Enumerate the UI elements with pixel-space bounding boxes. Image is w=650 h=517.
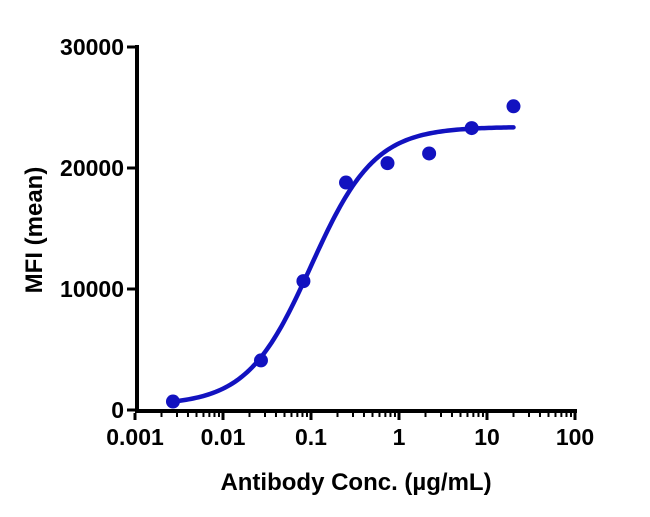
data-point — [464, 121, 479, 136]
data-point — [422, 146, 437, 161]
y-tick-label: 10000 — [60, 276, 124, 302]
x-tick-label: 10 — [474, 424, 500, 450]
x-tick-label: 1 — [393, 424, 406, 450]
ticks-group — [127, 45, 577, 420]
x-tick-label: 100 — [556, 424, 594, 450]
data-point — [253, 353, 268, 368]
data-point — [165, 394, 180, 409]
data-point — [506, 99, 521, 114]
data-point — [380, 156, 395, 171]
curve-group — [169, 125, 516, 404]
y-tick-label: 20000 — [60, 155, 124, 181]
data-point — [296, 274, 311, 289]
x-axis-title: Antibody Conc. (µg/mL) — [220, 469, 491, 496]
y-axis-title: MFI (mean) — [21, 167, 48, 294]
data-point — [339, 175, 354, 190]
x-tick-label: 0.01 — [201, 424, 246, 450]
x-tick-label: 0.1 — [295, 424, 327, 450]
axes-group — [135, 45, 577, 413]
y-tick-label: 0 — [111, 397, 124, 423]
points-group — [165, 99, 521, 409]
fit-curve — [169, 125, 516, 404]
x-tick-label: 0.001 — [106, 424, 164, 450]
tick-labels-group: 0 10000 20000 30000 0.001 0.01 0.1 1 10 100 — [60, 34, 594, 450]
y-tick-label: 30000 — [60, 34, 124, 60]
